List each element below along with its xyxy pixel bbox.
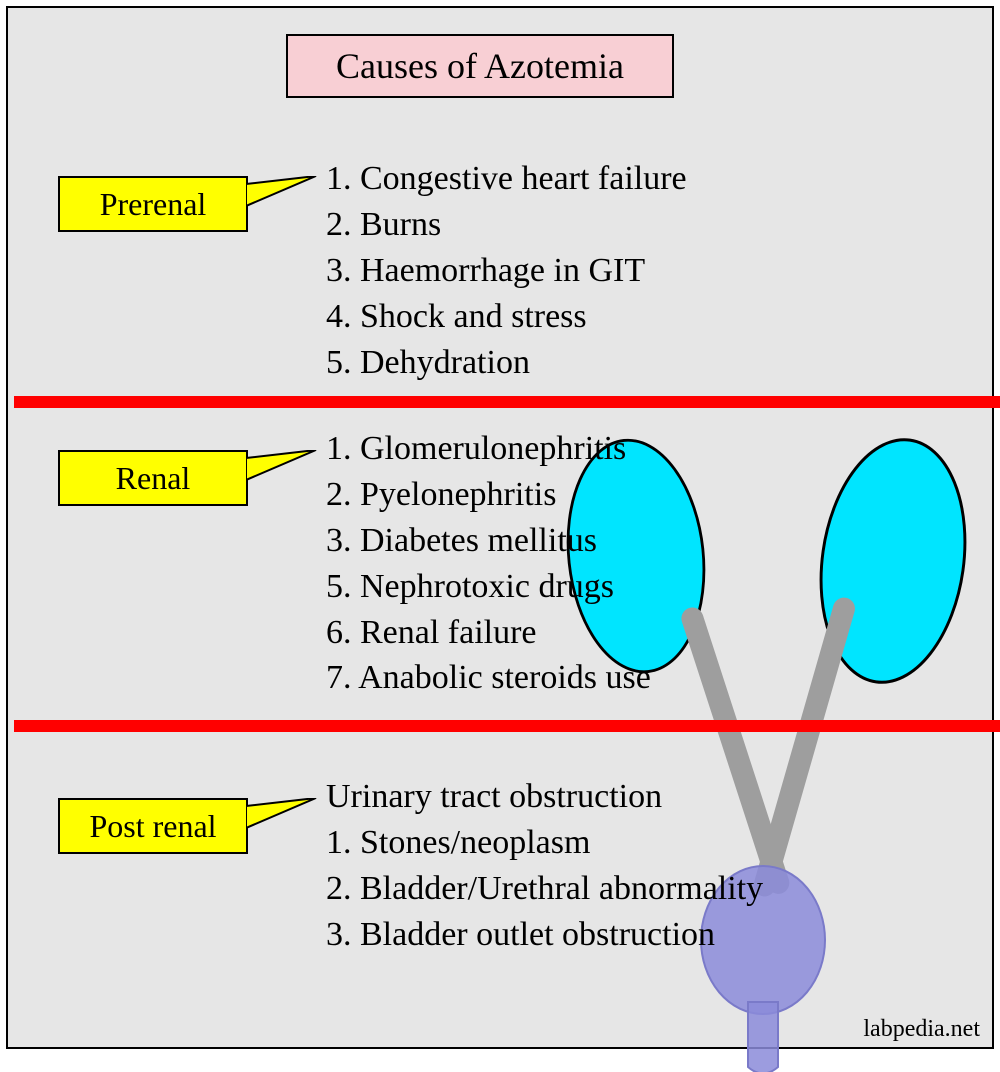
list-item: 5. Dehydration — [326, 340, 687, 386]
callout-label: Prerenal — [100, 186, 207, 223]
list-item: Urinary tract obstruction — [326, 774, 763, 820]
list-item: 2. Burns — [326, 202, 687, 248]
callout-tail-icon — [246, 450, 326, 490]
list-postrenal: Urinary tract obstruction 1. Stones/neop… — [326, 774, 763, 958]
divider-2 — [14, 720, 1000, 732]
list-item: 5. Nephrotoxic drugs — [326, 564, 651, 610]
callout-prerenal: Prerenal — [58, 176, 248, 232]
callout-tail-icon — [246, 176, 326, 216]
list-item: 7. Anabolic steroids use — [326, 655, 651, 701]
ureter-right-icon — [751, 595, 858, 899]
list-item: 1. Congestive heart failure — [326, 156, 687, 202]
list-prerenal: 1. Congestive heart failure 2. Burns 3. … — [326, 156, 687, 385]
list-item: 6. Renal failure — [326, 610, 651, 656]
list-item: 2. Pyelonephritis — [326, 472, 651, 518]
list-item: 4. Shock and stress — [326, 294, 687, 340]
list-renal: 1. Glomerulonephritis 2. Pyelonephritis … — [326, 426, 651, 701]
list-item: 2. Bladder/Urethral abnormality — [326, 866, 763, 912]
diagram-title: Causes of Azotemia — [286, 34, 674, 98]
list-item: 3. Haemorrhage in GIT — [326, 248, 687, 294]
list-item: 1. Glomerulonephritis — [326, 426, 651, 472]
callout-label: Post renal — [89, 808, 216, 845]
list-item: 3. Diabetes mellitus — [326, 518, 651, 564]
callout-postrenal: Post renal — [58, 798, 248, 854]
divider-1 — [14, 396, 1000, 408]
watermark: labpedia.net — [863, 1016, 980, 1043]
callout-tail-icon — [246, 798, 326, 838]
callout-renal: Renal — [58, 450, 248, 506]
list-item: 1. Stones/neoplasm — [326, 820, 763, 866]
list-item: 3. Bladder outlet obstruction — [326, 912, 763, 958]
diagram-frame: Causes of Azotemia Prerenal Renal Post r… — [6, 6, 994, 1049]
title-text: Causes of Azotemia — [336, 45, 624, 87]
callout-label: Renal — [116, 460, 191, 497]
